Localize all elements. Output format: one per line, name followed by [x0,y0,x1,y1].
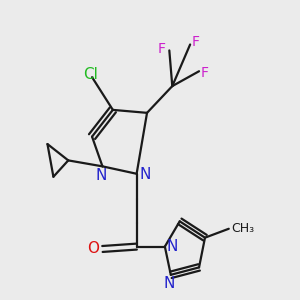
Text: N: N [95,168,106,183]
Text: N: N [164,276,175,291]
Text: Cl: Cl [83,67,98,82]
Text: N: N [167,238,178,253]
Text: F: F [158,42,166,56]
Text: CH₃: CH₃ [232,222,255,235]
Text: O: O [88,242,100,256]
Text: F: F [200,66,208,80]
Text: N: N [139,167,151,182]
Text: F: F [191,34,200,49]
